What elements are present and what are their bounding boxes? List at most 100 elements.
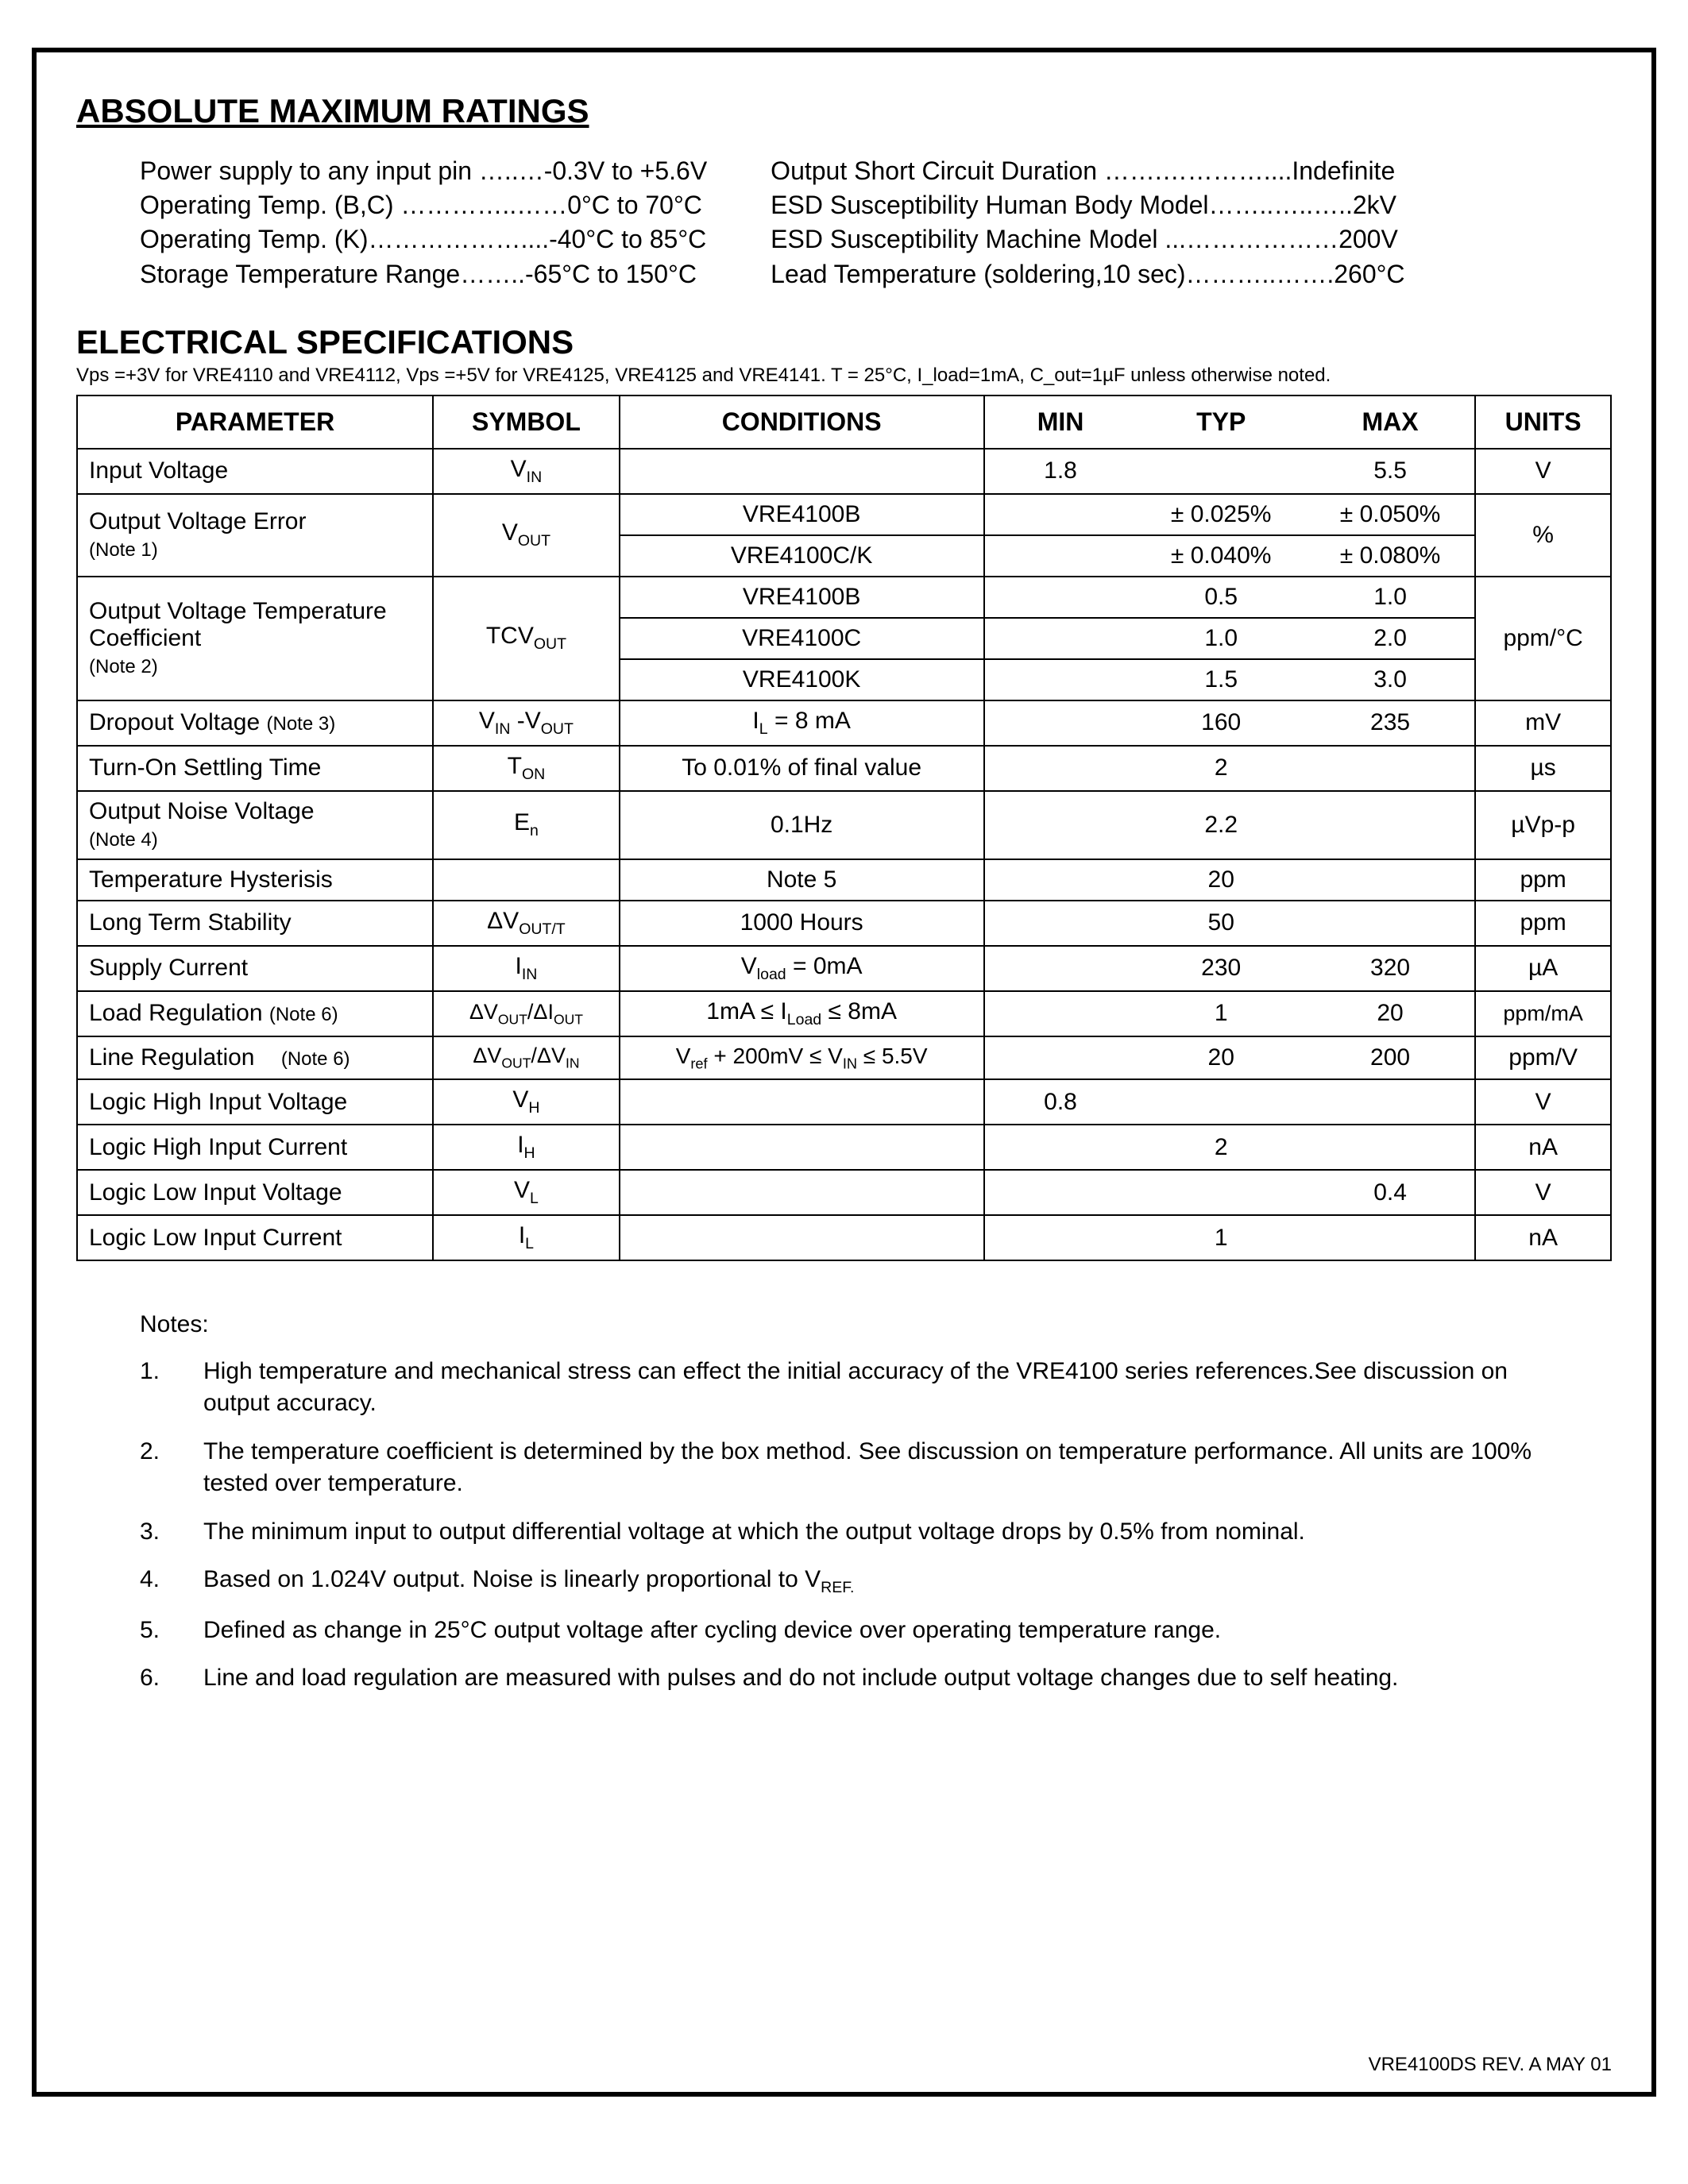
cell-symbol: VOUT (433, 494, 620, 577)
amr-right-col: Output Short Circuit Duration …….…………...… (771, 154, 1404, 291)
cell-param: Logic Low Input Current (77, 1215, 433, 1260)
cell-typ: 230 (1137, 946, 1306, 991)
cell-cond (620, 1079, 984, 1125)
notes-heading: Notes: (140, 1309, 1548, 1341)
cell-typ (1137, 1079, 1306, 1125)
table-row: Output Noise Voltage(Note 4) En 0.1Hz 2.… (77, 791, 1611, 859)
cell-param: Load Regulation (Note 6) (77, 991, 433, 1036)
cell-max (1306, 901, 1475, 946)
th-min: MIN (984, 396, 1137, 449)
cell-unit: nA (1475, 1125, 1611, 1170)
cell-param: Input Voltage (77, 449, 433, 494)
cell-symbol: VH (433, 1079, 620, 1125)
cell-cond: IL = 8 mA (620, 700, 984, 746)
cell-symbol: IIN (433, 946, 620, 991)
note-number: 4. (140, 1564, 172, 1598)
cell-param: Logic High Input Voltage (77, 1079, 433, 1125)
cell-symbol: IH (433, 1125, 620, 1170)
cell-symbol: ΔVOUT/ΔVIN (433, 1036, 620, 1080)
cell-min (984, 535, 1137, 577)
cell-cond: 1mA ≤ ILoad ≤ 8mA (620, 991, 984, 1036)
cell-param: Supply Current (77, 946, 433, 991)
cell-symbol: ΔVOUT/T (433, 901, 620, 946)
table-row: Temperature Hysterisis Note 5 20 ppm (77, 859, 1611, 901)
page-border: ABSOLUTE MAXIMUM RATINGS Power supply to… (32, 48, 1656, 2097)
table-row: Input Voltage VIN 1.8 5.5 V (77, 449, 1611, 494)
notes-block: Notes: 1.High temperature and mechanical… (140, 1309, 1548, 1694)
note-row: 2. The temperature coefficient is determi… (140, 1436, 1548, 1500)
cell-max (1306, 1215, 1475, 1260)
cell-symbol: VL (433, 1170, 620, 1215)
cell-param: Logic Low Input Voltage (77, 1170, 433, 1215)
table-row: Turn-On Settling Time TON To 0.01% of fi… (77, 746, 1611, 791)
amr-item: Power supply to any input pin …..…-0.3V … (140, 154, 707, 188)
cell-min (984, 991, 1137, 1036)
cell-cond: To 0.01% of final value (620, 746, 984, 791)
cell-min (984, 1215, 1137, 1260)
cell-symbol: IL (433, 1215, 620, 1260)
note-row: 1.High temperature and mechanical stress… (140, 1356, 1548, 1420)
cell-unit: V (1475, 1170, 1611, 1215)
cell-typ: 160 (1137, 700, 1306, 746)
cell-unit: ppm/mA (1475, 991, 1611, 1036)
note-number: 6. (140, 1662, 172, 1695)
cell-cond: VRE4100B (620, 494, 984, 535)
cell-min (984, 577, 1137, 618)
cell-cond (620, 1170, 984, 1215)
cell-typ: 0.5 (1137, 577, 1306, 618)
table-row: Supply Current IIN Vload = 0mA 230 320 µ… (77, 946, 1611, 991)
cell-max (1306, 1125, 1475, 1170)
th-typ: TYP (1137, 396, 1306, 449)
cell-typ: 1.0 (1137, 618, 1306, 659)
cell-max: 320 (1306, 946, 1475, 991)
cell-typ: 1.5 (1137, 659, 1306, 700)
th-max: MAX (1306, 396, 1475, 449)
cell-max (1306, 859, 1475, 901)
cell-max: 200 (1306, 1036, 1475, 1080)
cell-param: Output Voltage Temperature Coefficient(N… (77, 577, 433, 700)
cell-min (984, 659, 1137, 700)
note-number: 2. (140, 1436, 172, 1500)
cell-min: 1.8 (984, 449, 1137, 494)
cell-cond (620, 449, 984, 494)
cell-symbol: TCVOUT (433, 577, 620, 700)
amr-item: ESD Susceptibility Machine Model ...…………… (771, 222, 1404, 257)
cell-min (984, 1125, 1137, 1170)
table-row: Logic High Input Voltage VH 0.8 V (77, 1079, 1611, 1125)
table-row: Line Regulation (Note 6) ΔVOUT/ΔVIN Vref… (77, 1036, 1611, 1080)
cell-max: 3.0 (1306, 659, 1475, 700)
amr-item: Operating Temp. (B,C) …………..……0°C to 70°… (140, 188, 707, 222)
cell-typ: 2 (1137, 1125, 1306, 1170)
th-units: UNITS (1475, 396, 1611, 449)
cell-max: 2.0 (1306, 618, 1475, 659)
note-text: The temperature coefficient is determine… (203, 1436, 1548, 1500)
cell-symbol: TON (433, 746, 620, 791)
cell-param: Temperature Hysterisis (77, 859, 433, 901)
cell-cond: VRE4100C/K (620, 535, 984, 577)
cell-cond: Note 5 (620, 859, 984, 901)
cell-max: 1.0 (1306, 577, 1475, 618)
cell-param: Output Noise Voltage(Note 4) (77, 791, 433, 859)
cell-min: 0.8 (984, 1079, 1137, 1125)
cell-min (984, 946, 1137, 991)
note-number: 3. (140, 1516, 172, 1549)
amr-item: Lead Temperature (soldering,10 sec)………..… (771, 257, 1404, 291)
cell-min (984, 494, 1137, 535)
cell-symbol: VIN -VOUT (433, 700, 620, 746)
cell-max: 20 (1306, 991, 1475, 1036)
cell-symbol: ΔVOUT/ΔIOUT (433, 991, 620, 1036)
cell-max (1306, 791, 1475, 859)
cell-unit: µA (1475, 946, 1611, 991)
cell-param: Line Regulation (Note 6) (77, 1036, 433, 1080)
note-row: 6.Line and load regulation are measured … (140, 1662, 1548, 1695)
amr-block: Power supply to any input pin …..…-0.3V … (140, 154, 1612, 291)
amr-item: Storage Temperature Range……..-65°C to 15… (140, 257, 707, 291)
amr-item: ESD Susceptibility Human Body Model……..…… (771, 188, 1404, 222)
cell-min (984, 791, 1137, 859)
cell-cond: Vload = 0mA (620, 946, 984, 991)
cell-param: Turn-On Settling Time (77, 746, 433, 791)
cell-symbol: VIN (433, 449, 620, 494)
cell-cond: 1000 Hours (620, 901, 984, 946)
cell-max: 235 (1306, 700, 1475, 746)
amr-heading: ABSOLUTE MAXIMUM RATINGS (76, 92, 1612, 130)
